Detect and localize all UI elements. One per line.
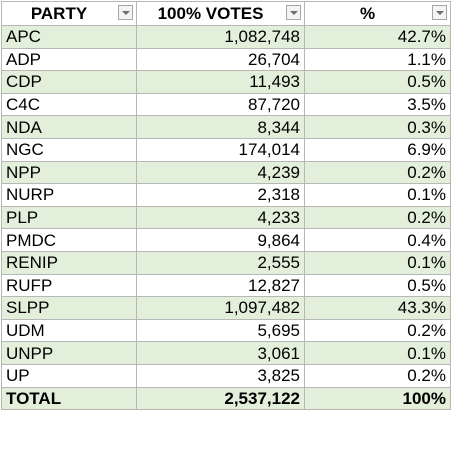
- table-row[interactable]: APC 1,082,748 42.7%: [1, 25, 451, 49]
- party-cell[interactable]: PLP: [1, 205, 137, 230]
- party-cell[interactable]: NDA: [1, 115, 137, 139]
- pct-filter-button[interactable]: [432, 5, 447, 20]
- total-label-cell[interactable]: TOTAL: [1, 386, 137, 411]
- party-cell[interactable]: PMDC: [1, 228, 137, 252]
- table-row[interactable]: NDA 8,344 0.3%: [1, 115, 451, 139]
- votes-cell[interactable]: 87,720: [136, 92, 305, 117]
- pct-cell[interactable]: 0.2%: [304, 160, 451, 185]
- table-row[interactable]: ADP 26,704 1.1%: [1, 47, 451, 72]
- header-party: PARTY: [1, 1, 137, 26]
- votes-cell[interactable]: 3,825: [136, 363, 305, 388]
- pct-cell[interactable]: 43.3%: [304, 296, 451, 320]
- votes-cell[interactable]: 1,082,748: [136, 25, 305, 49]
- votes-cell[interactable]: 9,864: [136, 228, 305, 252]
- votes-cell[interactable]: 3,061: [136, 341, 305, 365]
- party-cell[interactable]: UDM: [1, 318, 137, 343]
- votes-cell[interactable]: 5,695: [136, 318, 305, 343]
- table-row[interactable]: RUFP 12,827 0.5%: [1, 273, 451, 298]
- party-cell[interactable]: APC: [1, 25, 137, 49]
- pct-cell[interactable]: 0.2%: [304, 318, 451, 343]
- header-votes: 100% VOTES: [136, 1, 305, 26]
- header-pct: %: [304, 1, 451, 26]
- party-cell[interactable]: ADP: [1, 47, 137, 72]
- table-row[interactable]: PLP 4,233 0.2%: [1, 205, 451, 230]
- votes-cell[interactable]: 8,344: [136, 115, 305, 139]
- pct-cell[interactable]: 0.2%: [304, 205, 451, 230]
- table-row[interactable]: NURP 2,318 0.1%: [1, 183, 451, 207]
- pct-cell[interactable]: 6.9%: [304, 137, 451, 162]
- votes-cell[interactable]: 26,704: [136, 47, 305, 72]
- votes-filter-button[interactable]: [286, 5, 301, 20]
- total-pct-cell[interactable]: 100%: [304, 386, 451, 411]
- dropdown-arrow-icon: [122, 11, 130, 15]
- votes-cell[interactable]: 2,318: [136, 183, 305, 207]
- table-row[interactable]: CDP 11,493 0.5%: [1, 70, 451, 94]
- pct-cell[interactable]: 0.1%: [304, 341, 451, 365]
- party-cell[interactable]: RENIP: [1, 250, 137, 275]
- header-party-label: PARTY: [30, 4, 88, 23]
- table-row[interactable]: NGC 174,014 6.9%: [1, 137, 451, 162]
- pct-cell[interactable]: 0.5%: [304, 70, 451, 94]
- votes-cell[interactable]: 1,097,482: [136, 296, 305, 320]
- dropdown-arrow-icon: [290, 11, 298, 15]
- table-row[interactable]: UDM 5,695 0.2%: [1, 318, 451, 343]
- table-row[interactable]: UP 3,825 0.2%: [1, 363, 451, 388]
- party-cell[interactable]: CDP: [1, 70, 137, 94]
- party-cell[interactable]: NPP: [1, 160, 137, 185]
- party-cell[interactable]: UP: [1, 363, 137, 388]
- header-votes-label: 100% VOTES: [157, 4, 264, 23]
- pct-cell[interactable]: 0.4%: [304, 228, 451, 252]
- votes-cell[interactable]: 11,493: [136, 70, 305, 94]
- party-cell[interactable]: UNPP: [1, 341, 137, 365]
- pct-cell[interactable]: 42.7%: [304, 25, 451, 49]
- party-cell[interactable]: NURP: [1, 183, 137, 207]
- party-cell[interactable]: RUFP: [1, 273, 137, 298]
- header-pct-label: %: [359, 4, 376, 23]
- pct-cell[interactable]: 3.5%: [304, 92, 451, 117]
- table-row[interactable]: PMDC 9,864 0.4%: [1, 228, 451, 252]
- dropdown-arrow-icon: [436, 11, 444, 15]
- party-cell[interactable]: NGC: [1, 137, 137, 162]
- votes-cell[interactable]: 12,827: [136, 273, 305, 298]
- party-filter-button[interactable]: [118, 5, 133, 20]
- pct-cell[interactable]: 1.1%: [304, 47, 451, 72]
- votes-cell[interactable]: 174,014: [136, 137, 305, 162]
- table-row[interactable]: UNPP 3,061 0.1%: [1, 341, 451, 365]
- results-table: PARTY 100% VOTES % APC 1,082,748 42.7% A…: [1, 1, 451, 411]
- pct-cell[interactable]: 0.2%: [304, 363, 451, 388]
- party-cell[interactable]: C4C: [1, 92, 137, 117]
- pct-cell[interactable]: 0.1%: [304, 183, 451, 207]
- pct-cell[interactable]: 0.5%: [304, 273, 451, 298]
- header-row: PARTY 100% VOTES %: [1, 1, 451, 26]
- votes-cell[interactable]: 4,239: [136, 160, 305, 185]
- pct-cell[interactable]: 0.3%: [304, 115, 451, 139]
- party-cell[interactable]: SLPP: [1, 296, 137, 320]
- table-row[interactable]: RENIP 2,555 0.1%: [1, 250, 451, 275]
- votes-cell[interactable]: 2,555: [136, 250, 305, 275]
- table-row[interactable]: NPP 4,239 0.2%: [1, 160, 451, 185]
- pct-cell[interactable]: 0.1%: [304, 250, 451, 275]
- table-row[interactable]: SLPP 1,097,482 43.3%: [1, 296, 451, 320]
- votes-cell[interactable]: 4,233: [136, 205, 305, 230]
- table-body: APC 1,082,748 42.7% ADP 26,704 1.1% CDP …: [1, 25, 451, 411]
- total-row[interactable]: TOTAL 2,537,122 100%: [1, 386, 451, 411]
- table-row[interactable]: C4C 87,720 3.5%: [1, 92, 451, 117]
- total-votes-cell[interactable]: 2,537,122: [136, 386, 305, 411]
